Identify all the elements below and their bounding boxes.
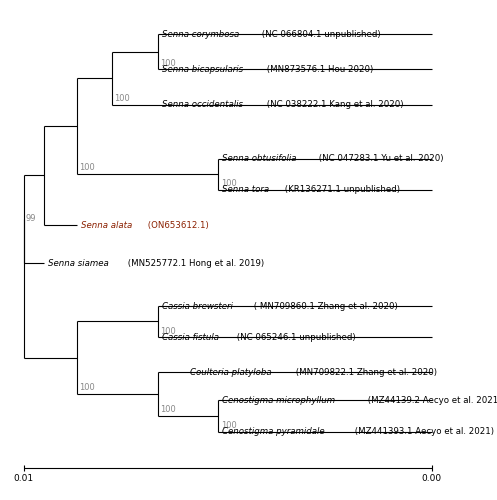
Text: 100: 100: [221, 179, 237, 188]
Text: 100: 100: [79, 384, 95, 392]
Text: Coulteria platyloba: Coulteria platyloba: [189, 368, 271, 377]
Text: (NC 066804.1 unpublished): (NC 066804.1 unpublished): [259, 30, 381, 38]
Text: (MZ441393.1 Aecyo et al. 2021): (MZ441393.1 Aecyo et al. 2021): [352, 428, 494, 436]
Text: (NC 038222.1 Kang et al. 2020): (NC 038222.1 Kang et al. 2020): [264, 100, 404, 109]
Text: Senna obtusifolia: Senna obtusifolia: [222, 154, 297, 163]
Text: Cenostigma pyramidale: Cenostigma pyramidale: [222, 428, 325, 436]
Text: (MZ44139.2 Aecyo et al. 2021): (MZ44139.2 Aecyo et al. 2021): [365, 396, 497, 405]
Text: 0.01: 0.01: [13, 474, 34, 483]
Text: Cenostigma microphyllum: Cenostigma microphyllum: [222, 396, 335, 405]
Text: ( MN709860.1 Zhang et al. 2020): ( MN709860.1 Zhang et al. 2020): [251, 302, 398, 310]
Text: Senna bicapsularis: Senna bicapsularis: [162, 65, 243, 74]
Text: 100: 100: [114, 94, 130, 103]
Text: Senna siamea: Senna siamea: [48, 259, 109, 268]
Text: Senna tora: Senna tora: [222, 186, 269, 194]
Text: (ON653612.1): (ON653612.1): [146, 220, 209, 230]
Text: (KR136271.1 unpublished): (KR136271.1 unpublished): [282, 186, 400, 194]
Text: Senna alata: Senna alata: [81, 220, 132, 230]
Text: (NC 047283.1 Yu et al. 2020): (NC 047283.1 Yu et al. 2020): [316, 154, 444, 163]
Text: 100: 100: [161, 58, 176, 68]
Text: 0.00: 0.00: [421, 474, 442, 483]
Text: 100: 100: [161, 326, 176, 336]
Text: (MN709822.1 Zhang et al. 2020): (MN709822.1 Zhang et al. 2020): [293, 368, 437, 377]
Text: Senna corymbosa: Senna corymbosa: [162, 30, 239, 38]
Text: 100: 100: [79, 164, 95, 172]
Text: Cassia brewsteri: Cassia brewsteri: [162, 302, 233, 310]
Text: 100: 100: [221, 421, 237, 430]
Text: 100: 100: [161, 406, 176, 414]
Text: Cassia fistula: Cassia fistula: [162, 332, 219, 342]
Text: Senna occidentalis: Senna occidentalis: [162, 100, 243, 109]
Text: (MN873576.1 Hou 2020): (MN873576.1 Hou 2020): [264, 65, 374, 74]
Text: (MN525772.1 Hong et al. 2019): (MN525772.1 Hong et al. 2019): [125, 259, 264, 268]
Text: (NC 065246.1 unpublished): (NC 065246.1 unpublished): [234, 332, 355, 342]
Text: 99: 99: [26, 214, 36, 224]
